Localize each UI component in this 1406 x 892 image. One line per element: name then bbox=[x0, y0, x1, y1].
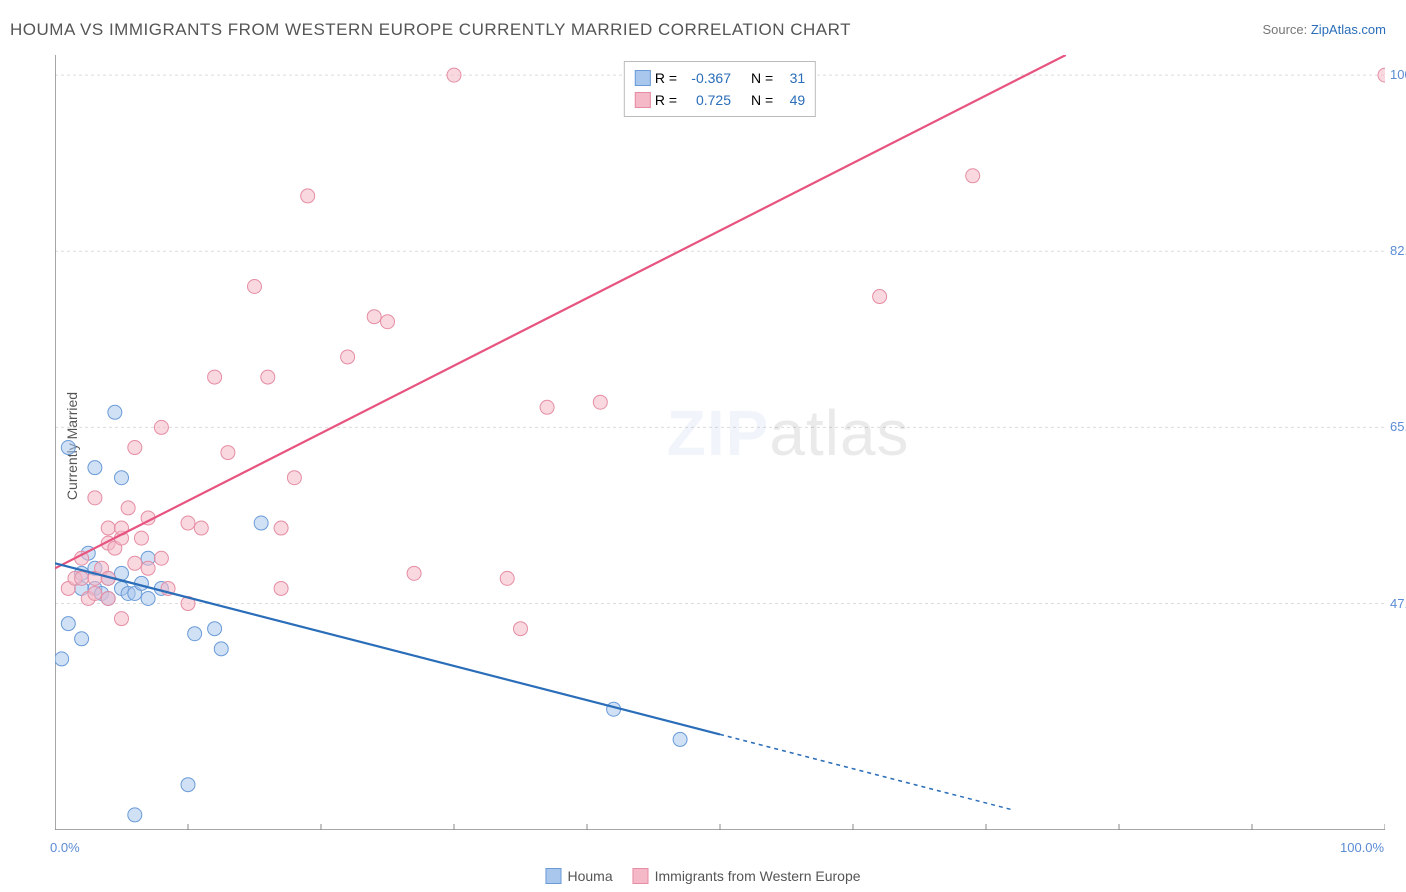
n-value-2: 49 bbox=[777, 89, 805, 111]
chart-title: HOUMA VS IMMIGRANTS FROM WESTERN EUROPE … bbox=[10, 20, 851, 40]
source-link[interactable]: ZipAtlas.com bbox=[1311, 22, 1386, 37]
legend-item-2: Immigrants from Western Europe bbox=[633, 868, 861, 884]
y-tick-label: 82.5% bbox=[1390, 243, 1406, 258]
legend-label-2: Immigrants from Western Europe bbox=[655, 868, 861, 884]
r-label: R = bbox=[655, 89, 677, 111]
statistics-box: R = -0.367 N = 31 R = 0.725 N = 49 bbox=[624, 61, 816, 117]
y-tick-label: 100.0% bbox=[1390, 67, 1406, 82]
chart-area: ZIPatlas R = -0.367 N = 31 R = 0.725 N =… bbox=[55, 55, 1385, 830]
r-value-2: 0.725 bbox=[681, 89, 731, 111]
watermark-zip: ZIP bbox=[667, 397, 770, 469]
swatch-series2 bbox=[635, 92, 651, 108]
source-prefix: Source: bbox=[1262, 22, 1310, 37]
legend-swatch-1 bbox=[545, 868, 561, 884]
legend-swatch-2 bbox=[633, 868, 649, 884]
stat-row-2: R = 0.725 N = 49 bbox=[635, 89, 805, 111]
n-value-1: 31 bbox=[777, 67, 805, 89]
n-label: N = bbox=[751, 67, 773, 89]
x-tick-label: 100.0% bbox=[1340, 840, 1384, 855]
y-tick-label: 47.5% bbox=[1390, 596, 1406, 611]
stat-row-1: R = -0.367 N = 31 bbox=[635, 67, 805, 89]
bottom-legend: Houma Immigrants from Western Europe bbox=[545, 868, 860, 884]
x-tick-label: 0.0% bbox=[50, 840, 80, 855]
legend-label-1: Houma bbox=[567, 868, 612, 884]
y-tick-label: 65.0% bbox=[1390, 419, 1406, 434]
watermark-atlas: atlas bbox=[769, 397, 909, 469]
swatch-series1 bbox=[635, 70, 651, 86]
r-label: R = bbox=[655, 67, 677, 89]
r-value-1: -0.367 bbox=[681, 67, 731, 89]
watermark: ZIPatlas bbox=[667, 396, 910, 470]
n-label: N = bbox=[751, 89, 773, 111]
source-label: Source: ZipAtlas.com bbox=[1262, 22, 1386, 37]
legend-item-1: Houma bbox=[545, 868, 612, 884]
